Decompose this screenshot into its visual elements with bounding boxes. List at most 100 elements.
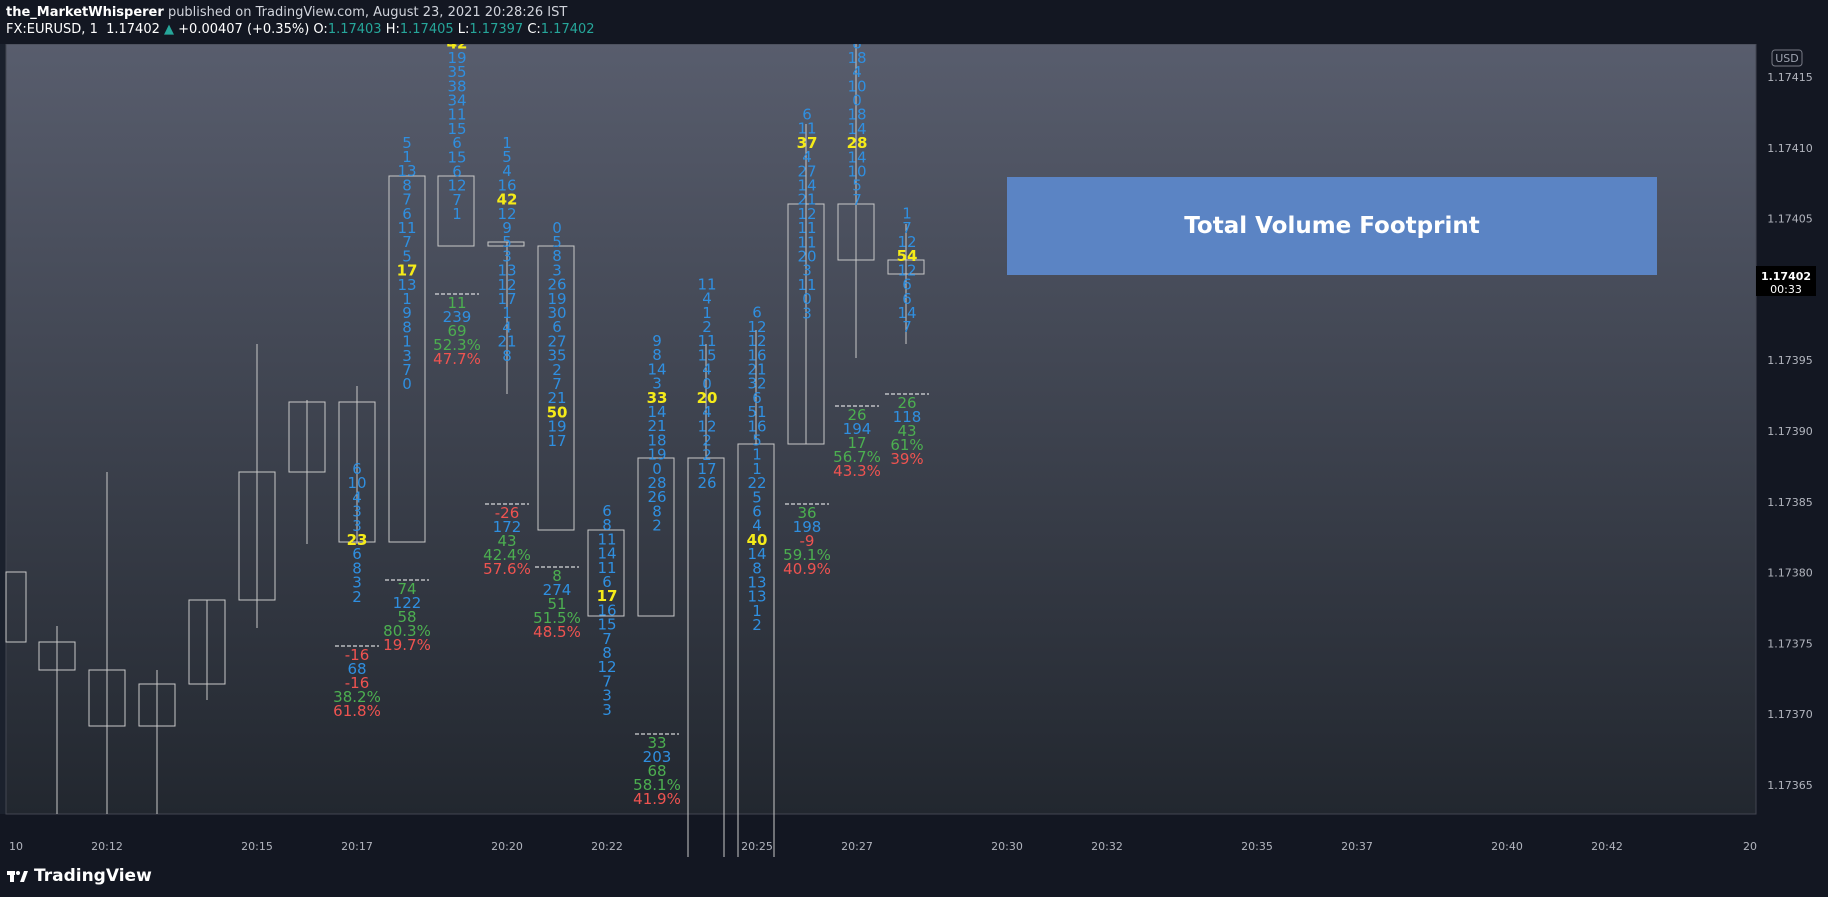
chart-header: the_MarketWhisperer published on Trading… — [0, 0, 1828, 44]
footprint-level: 0 — [652, 460, 662, 478]
chart-canvas[interactable]: Total Volume Footprint 51138761175171319… — [0, 44, 1828, 857]
footprint-level: 14 — [847, 120, 866, 138]
footprint-level: 1 — [502, 304, 512, 322]
summary-sell-pct: 48.5% — [533, 623, 581, 641]
summary-delta2: 51 — [547, 595, 566, 613]
footprint-level: 1 — [502, 134, 512, 152]
summary-delta: 8 — [552, 567, 562, 585]
footprint-level: 2 — [702, 432, 712, 450]
price-tick-label: 1.17405 — [1767, 213, 1813, 226]
footprint-level: 12 — [897, 233, 916, 251]
summary-delta2: -16 — [345, 674, 370, 692]
currency-badge[interactable] — [1771, 49, 1803, 67]
chart-pane[interactable]: Total Volume Footprint 5 1 13 8 7 6 11 7 5 17 13 1 9… — [0, 44, 1828, 857]
footprint-level: 3 — [352, 517, 362, 535]
footprint-level: 3 — [352, 503, 362, 521]
footprint-level: 5 — [752, 432, 762, 450]
footprint-level: 12 — [747, 318, 766, 336]
footprint-level: 17 — [597, 587, 618, 605]
brand-name: TradingView — [34, 866, 152, 886]
footprint-level: 23 — [347, 531, 368, 549]
footprint-level: 6 — [452, 162, 462, 180]
footprint-level: 5 — [552, 233, 562, 251]
footprint-level: 33 — [647, 389, 668, 407]
footprint-level: 3 — [552, 261, 562, 279]
footprint-level: 16 — [497, 176, 516, 194]
footprint-level: 4 — [852, 63, 862, 81]
time-tick-label: 20:15 — [241, 840, 273, 853]
footprint-level: 11 — [797, 120, 816, 138]
footprint-level: 13 — [747, 574, 766, 592]
footprint-level: 8 — [402, 176, 412, 194]
footprint-level: 26 — [697, 474, 716, 492]
summary-total: 194 — [843, 420, 872, 438]
footprint-level: 3 — [602, 687, 612, 705]
time-axis[interactable] — [0, 814, 1756, 857]
summary-buy-pct: 56.7% — [833, 448, 881, 466]
footprint-level: 12 — [897, 261, 916, 279]
author-name[interactable]: the_MarketWhisperer — [6, 5, 164, 20]
price-tick-label: 1.17375 — [1767, 637, 1813, 650]
plot-background — [6, 44, 1756, 814]
footprint-level: 0 — [852, 92, 862, 110]
time-tick-label: 20:35 — [1241, 840, 1273, 853]
footprint-level: 8 — [652, 502, 662, 520]
footprint-level: 12 — [597, 658, 616, 676]
footprint-level: 21 — [747, 361, 766, 379]
footprint-level: 7 — [552, 375, 562, 393]
footprint-level: 18 — [847, 106, 866, 124]
footprint-level: 17 — [697, 460, 716, 478]
footprint-level: 5 — [402, 134, 412, 152]
price-tick-label: 1.17380 — [1767, 567, 1813, 580]
footprint-level: 14 — [647, 360, 666, 378]
footprint-level: 11 — [447, 106, 466, 124]
footprint-title: Total Volume Footprint — [1184, 213, 1479, 239]
footprint-title-box — [1007, 177, 1657, 275]
footprint-level: 4 — [702, 403, 712, 421]
footprint-level: 22 — [747, 474, 766, 492]
footprint-level: 8 — [602, 644, 612, 662]
footprint-level: 18 — [847, 49, 866, 67]
footprint-level: 14 — [847, 148, 866, 166]
footprint-level: 35 — [547, 347, 566, 365]
summary-buy-pct: 80.3% — [383, 622, 431, 640]
footprint-level: 17 — [547, 432, 566, 450]
footprint-level: 32 — [747, 375, 766, 393]
footprint-level: 2 — [702, 446, 712, 464]
footprint-level: 21 — [797, 191, 816, 209]
footprint-level: 2 — [702, 318, 712, 336]
footprint-level: 35 — [447, 63, 466, 81]
symbol-label[interactable]: FX:EURUSD, 1 — [6, 22, 98, 37]
summary-delta: 26 — [847, 406, 866, 424]
footprint-level: 12 — [447, 177, 466, 195]
summary-delta2: 43 — [497, 532, 516, 550]
tradingview-logo[interactable]: TradingView — [7, 866, 152, 886]
footprint-level: 4 — [502, 162, 512, 180]
footprint-level: 4 — [752, 517, 762, 535]
summary-buy-pct: 38.2% — [333, 688, 381, 706]
footprint-level: 3 — [352, 574, 362, 592]
price-axis[interactable] — [1756, 44, 1828, 857]
footprint-level: 19 — [447, 49, 466, 67]
summary-total: 68 — [347, 660, 366, 678]
footprint-level: 30 — [547, 304, 566, 322]
footprint-level: 6 — [752, 304, 762, 322]
summary-delta2: 69 — [447, 322, 466, 340]
footprint-level: 14 — [897, 304, 916, 322]
footprint-level: 6 — [552, 318, 562, 336]
open-value: 1.17403 — [327, 22, 382, 37]
summary-total: 122 — [393, 594, 422, 612]
footprint-level: 40 — [747, 531, 768, 549]
footprint-level: 6 — [902, 290, 912, 308]
close-value: 1.17402 — [540, 22, 595, 37]
current-price-marker — [1756, 266, 1816, 296]
footprint-level: 10 — [347, 474, 366, 492]
footprint-level: 8 — [402, 318, 412, 336]
summary-delta: 26 — [897, 394, 916, 412]
plot-border — [5, 44, 1757, 815]
footprint-level: 14 — [747, 545, 766, 563]
footprint-level: 7 — [602, 630, 612, 648]
summary-sell-pct: 43.3% — [833, 462, 881, 480]
footprint-level: 19 — [647, 446, 666, 464]
footprint-level: 0 — [802, 290, 812, 308]
